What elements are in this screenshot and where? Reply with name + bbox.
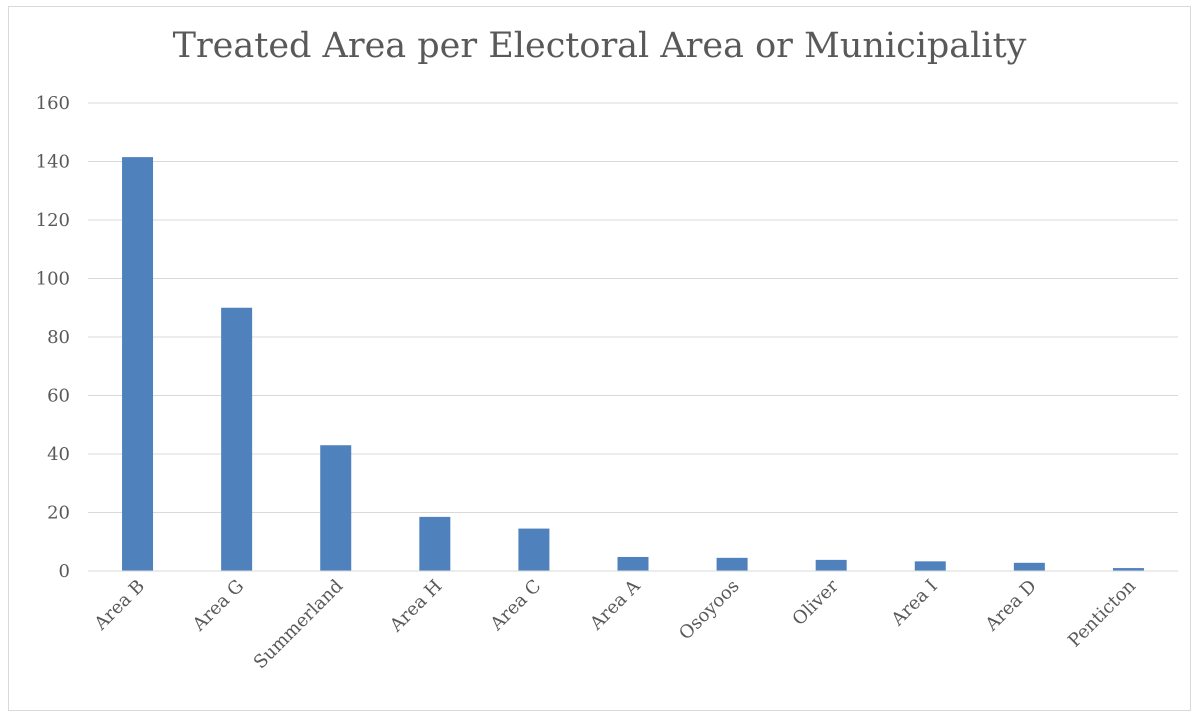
bar [716, 557, 748, 571]
bar [221, 307, 253, 571]
bar [1013, 562, 1045, 571]
bar [815, 559, 847, 571]
bar [914, 561, 946, 571]
y-tick-label: 80 [47, 327, 70, 348]
x-tick-label: Area H [385, 576, 446, 637]
y-tick-label: 0 [59, 561, 70, 582]
bars [122, 157, 1144, 572]
y-tick-label: 60 [47, 386, 70, 407]
x-tick-label: Penticton [1064, 575, 1140, 651]
x-tick-label: Area A [585, 575, 645, 635]
bar [617, 556, 649, 571]
y-axis: 0 20 40 60 80 100 120 140 160 [36, 93, 70, 582]
bar [320, 445, 352, 571]
x-tick-label: Osoyoos [675, 576, 744, 645]
x-tick-label: Oliver [788, 575, 843, 630]
x-tick-label: Area G [188, 576, 248, 636]
x-tick-label: Area D [981, 576, 1041, 636]
x-tick-label: Area B [90, 576, 149, 635]
y-tick-label: 160 [36, 93, 70, 114]
x-tick-label: Area I [887, 576, 942, 631]
bar [1112, 568, 1144, 571]
x-axis: Area B Area G Summerland Area H Area C Area A… [88, 570, 1178, 674]
y-tick-label: 140 [36, 152, 70, 173]
gridlines [88, 102, 1178, 572]
y-tick-label: 20 [47, 503, 70, 524]
y-tick-label: 120 [36, 210, 70, 231]
chart-title: Treated Area per Electoral Area or Munic… [172, 26, 1027, 66]
x-tick-label: Area C [486, 576, 546, 636]
bar [419, 516, 451, 571]
y-tick-label: 100 [36, 269, 70, 290]
bar [122, 157, 154, 572]
x-tick-label: Summerland [250, 576, 348, 674]
bar [518, 528, 550, 571]
y-tick-label: 40 [47, 444, 70, 465]
chart-frame [8, 6, 1191, 711]
